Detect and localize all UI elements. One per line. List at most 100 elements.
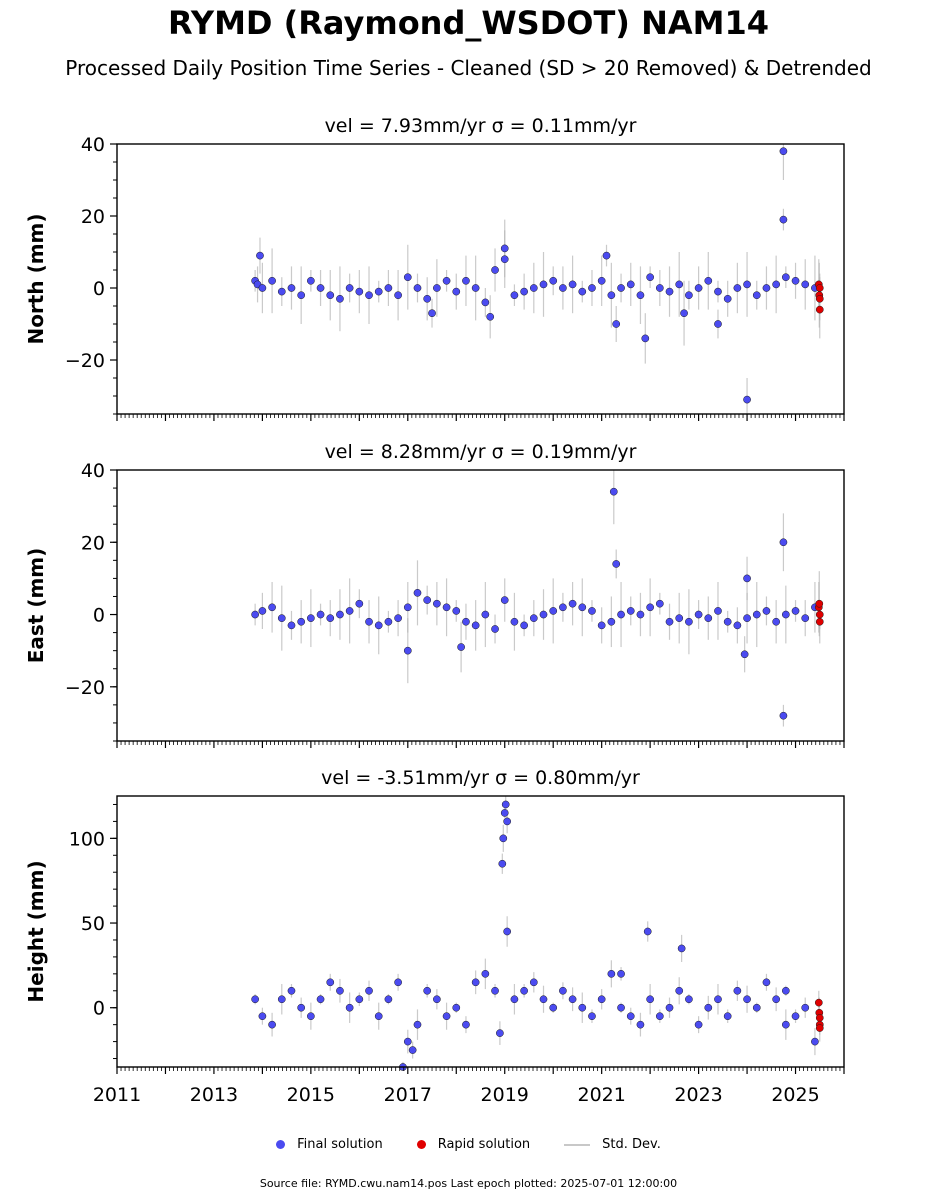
- final-point-north: [500, 255, 509, 264]
- final-point-north: [626, 280, 635, 289]
- final-point-height: [510, 995, 519, 1004]
- final-point-north: [374, 287, 383, 296]
- final-point-height: [733, 986, 742, 995]
- legend-item-final: Final solution: [276, 1137, 383, 1152]
- final-point-east: [471, 621, 480, 630]
- final-point-north: [549, 276, 558, 285]
- y-axis-label-north: North (mm): [24, 213, 48, 344]
- final-point-north: [704, 276, 713, 285]
- final-point-height: [365, 986, 373, 995]
- legend: Final solution Rapid solution Std. Dev.: [0, 1137, 937, 1152]
- panel-east: vel = 8.28mm/yr σ = 0.19mm/yr East (mm) −2…: [24, 441, 845, 748]
- final-point-north: [646, 273, 654, 282]
- final-point-north: [597, 276, 606, 285]
- final-point-east: [481, 610, 490, 619]
- final-point-east: [529, 614, 538, 622]
- final-point-north: [428, 309, 436, 318]
- final-point-north: [779, 215, 788, 224]
- final-point-north: [452, 287, 461, 296]
- final-point-height: [433, 995, 441, 1004]
- final-point-north: [442, 276, 451, 285]
- y-tick-label-north: −20: [65, 350, 105, 372]
- legend-std-label: Std. Dev.: [602, 1137, 661, 1152]
- final-point-north: [345, 284, 354, 292]
- final-point-height: [549, 1003, 558, 1012]
- final-point-north: [326, 291, 335, 300]
- final-point-east: [675, 614, 684, 622]
- final-point-north: [779, 147, 788, 156]
- final-point-east: [626, 607, 635, 615]
- final-point-north: [680, 309, 688, 318]
- final-point-height: [452, 1003, 461, 1012]
- rapid-point-north: [815, 305, 824, 314]
- final-point-north: [529, 284, 538, 292]
- chart-title: RYMD (Raymond_WSDOT) NAM14: [168, 4, 769, 42]
- final-point-height: [781, 1020, 790, 1029]
- panel-height: vel = -3.51mm/yr σ = 0.80mm/yr Height (mm…: [24, 767, 845, 1106]
- final-point-north: [365, 291, 373, 300]
- final-point-east: [394, 614, 402, 622]
- final-point-height: [704, 1003, 713, 1012]
- final-point-east: [258, 607, 267, 615]
- chart-subtitle: Processed Daily Position Time Series - C…: [65, 56, 872, 80]
- final-point-height: [336, 986, 344, 995]
- plots-canvas: vel = 7.93mm/yr σ = 0.11mm/yr North (mm)−…: [24, 115, 845, 1106]
- y-tick-label-height: 0: [93, 998, 105, 1020]
- legend-item-std: Std. Dev.: [564, 1137, 661, 1152]
- final-point-east: [612, 560, 621, 568]
- rapid-point-north: [815, 294, 824, 303]
- final-point-north: [287, 284, 296, 292]
- final-point-height: [655, 1012, 664, 1021]
- final-point-height: [374, 1012, 383, 1021]
- final-point-east: [559, 603, 567, 612]
- final-point-east: [345, 607, 354, 615]
- legend-rapid-label: Rapid solution: [437, 1137, 531, 1152]
- final-point-north: [336, 294, 344, 303]
- final-point-north: [733, 284, 742, 292]
- final-point-east: [743, 614, 751, 622]
- final-point-north: [462, 276, 470, 285]
- final-point-east: [723, 617, 732, 626]
- source-footer: Source file: RYMD.cwu.nam14.pos Last epo…: [259, 1177, 678, 1190]
- final-point-east: [607, 617, 616, 626]
- x-tick-label: 2023: [674, 1084, 722, 1106]
- x-tick-label: 2025: [771, 1084, 819, 1106]
- final-point-north: [568, 280, 577, 289]
- x-tick-label: 2021: [577, 1084, 625, 1106]
- final-point-north: [258, 284, 267, 292]
- final-point-north: [384, 284, 393, 292]
- final-point-east: [307, 614, 315, 622]
- final-point-east: [665, 617, 674, 626]
- final-point-height: [743, 995, 751, 1004]
- panel-title-east: vel = 8.28mm/yr σ = 0.19mm/yr: [325, 441, 637, 463]
- final-point-east: [520, 621, 528, 630]
- final-point-east: [365, 617, 373, 626]
- final-point-east: [491, 625, 499, 633]
- final-point-east: [578, 603, 587, 612]
- final-point-north: [801, 280, 810, 289]
- final-point-height: [423, 986, 432, 995]
- final-point-height: [503, 927, 512, 936]
- final-point-east: [336, 610, 344, 619]
- final-point-east: [685, 617, 693, 626]
- final-point-east: [617, 610, 625, 619]
- panel-north: vel = 7.93mm/yr σ = 0.11mm/yr North (mm)−…: [24, 115, 845, 421]
- final-point-north: [694, 284, 703, 292]
- final-point-east: [588, 607, 596, 615]
- final-point-north: [617, 284, 625, 292]
- final-point-height: [578, 1003, 587, 1012]
- final-point-height: [355, 995, 364, 1004]
- panel-title-north: vel = 7.93mm/yr σ = 0.11mm/yr: [325, 115, 637, 137]
- final-point-north: [559, 284, 567, 292]
- final-point-north: [641, 334, 650, 343]
- final-point-height: [462, 1020, 470, 1029]
- final-point-east: [442, 603, 451, 612]
- final-point-north: [781, 273, 790, 282]
- final-point-height: [326, 978, 335, 987]
- final-point-height: [481, 969, 490, 978]
- final-point-east: [549, 607, 558, 615]
- final-point-height: [675, 986, 684, 995]
- final-point-east: [779, 538, 788, 547]
- x-tick-label: 2017: [384, 1084, 432, 1106]
- rapid-point-north: [815, 284, 824, 292]
